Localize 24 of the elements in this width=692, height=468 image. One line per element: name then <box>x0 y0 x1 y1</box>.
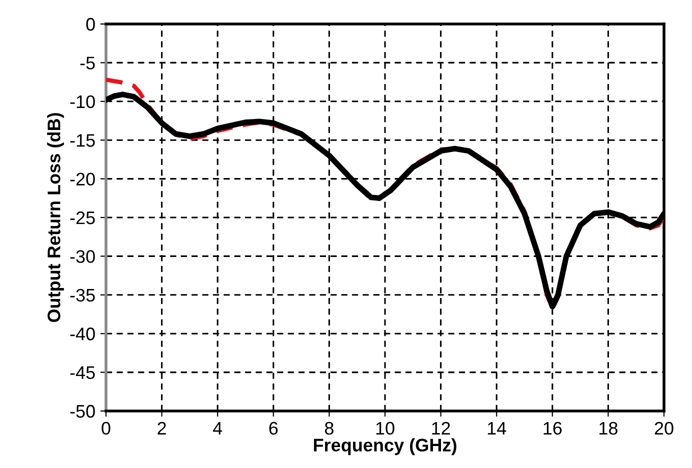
y-tick-label: -50 <box>70 404 95 418</box>
x-tick-label: 20 <box>654 422 674 435</box>
x-tick-label: 16 <box>544 422 562 435</box>
x-tick-label: 10 <box>376 422 394 435</box>
y-tick-label: -35 <box>70 288 95 302</box>
y-axis-title: Output Return Loss (dB) <box>47 113 64 322</box>
y-tick-label: 0 <box>86 18 95 31</box>
x-tick-label: 8 <box>324 422 334 435</box>
y-tick-label: -25 <box>70 211 95 224</box>
y-tick-label: -45 <box>70 366 95 380</box>
y-tick-label: -5 <box>80 56 95 70</box>
x-tick-label: 2 <box>158 422 166 434</box>
y-tick-label: -15 <box>70 134 95 147</box>
x-tick-label: 6 <box>269 422 278 435</box>
x-tick-label: 4 <box>212 422 222 434</box>
x-tick-label: 0 <box>102 422 110 435</box>
y-tick-label: -40 <box>70 328 95 340</box>
y-tick-label: -20 <box>70 172 95 186</box>
x-tick-label: 12 <box>432 422 450 434</box>
y-tick-label: -30 <box>70 250 95 263</box>
x-axis-title: Frequency (GHz) <box>314 438 456 456</box>
x-tick-label: 14 <box>488 422 506 434</box>
y-tick-label: -10 <box>70 95 95 108</box>
x-tick-label: 18 <box>600 422 618 435</box>
